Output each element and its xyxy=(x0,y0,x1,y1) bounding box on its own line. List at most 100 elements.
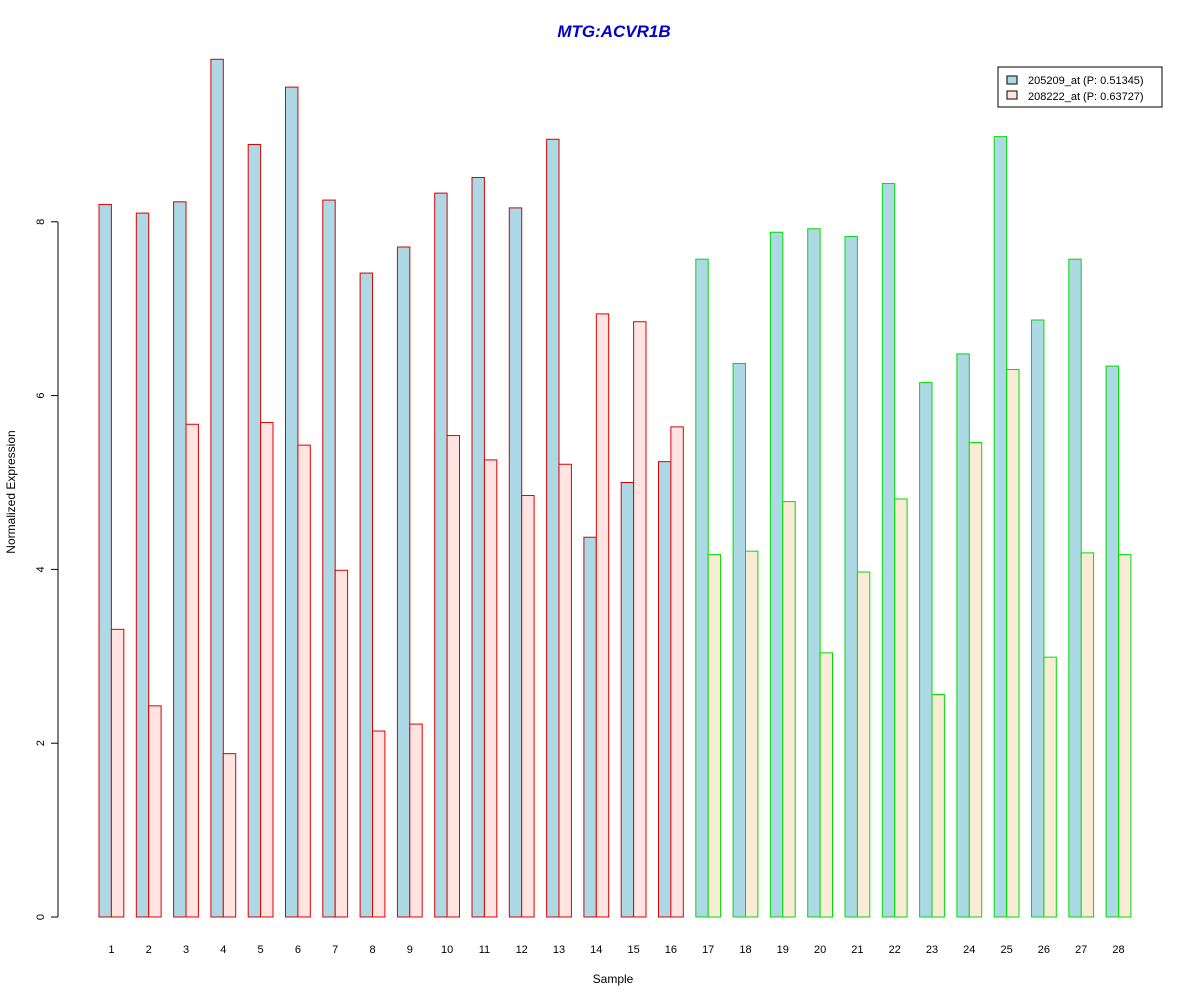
bar-208222-at-sample-10 xyxy=(446,435,461,918)
x-tick-label: 13 xyxy=(553,944,565,956)
bar-205209-at-sample-19 xyxy=(769,231,784,918)
bar-208222-at-sample-9 xyxy=(409,723,423,918)
bar-205209-at-sample-1 xyxy=(98,203,112,918)
x-tick-label: 3 xyxy=(183,944,189,956)
bar-205209-at-sample-13 xyxy=(546,138,560,918)
x-tick-label: 18 xyxy=(739,944,751,956)
bar-205209-at-sample-16 xyxy=(658,461,672,918)
bar-208222-at-sample-16 xyxy=(670,426,684,918)
chart-title: MTG:ACVR1B xyxy=(557,22,670,41)
bar-205209-at-sample-14 xyxy=(583,536,597,918)
bar-208222-at-sample-25 xyxy=(1006,369,1020,918)
bar-208222-at-sample-20 xyxy=(819,652,833,918)
bar-205209-at-sample-17 xyxy=(695,258,709,918)
bar-205209-at-sample-5 xyxy=(247,143,262,918)
bar-205209-at-sample-7 xyxy=(322,199,336,918)
legend: 205209_at (P: 0.51345) 208222_at (P: 0.6… xyxy=(997,66,1163,108)
bar-205209-at-sample-11 xyxy=(471,176,485,918)
bar-205209-at-sample-26 xyxy=(1031,319,1045,918)
y-tick-label: 8 xyxy=(35,219,47,225)
bar-208222-at-sample-22 xyxy=(894,498,908,918)
bar-208222-at-sample-12 xyxy=(521,495,535,918)
legend-swatch-series-2 xyxy=(1006,90,1018,100)
bar-208222-at-sample-5 xyxy=(260,422,274,918)
x-tick-label: 5 xyxy=(258,944,264,956)
x-tick-label: 9 xyxy=(407,944,413,956)
bar-208222-at-sample-27 xyxy=(1080,552,1095,918)
bar-205209-at-sample-27 xyxy=(1068,258,1082,918)
x-tick-label: 20 xyxy=(814,944,826,956)
bar-208222-at-sample-3 xyxy=(185,423,199,918)
x-tick-label: 11 xyxy=(479,944,490,956)
x-tick-label: 19 xyxy=(777,944,789,956)
bar-205209-at-sample-8 xyxy=(359,272,374,918)
legend-label-series-1: 205209_at (P: 0.51345) xyxy=(1028,75,1144,87)
bar-208222-at-sample-14 xyxy=(595,313,610,918)
bar-205209-at-sample-9 xyxy=(396,246,411,918)
x-tick-label: 24 xyxy=(963,944,975,956)
y-tick-label: 4 xyxy=(35,566,47,572)
bar-205209-at-sample-18 xyxy=(732,362,746,918)
bar-208222-at-sample-21 xyxy=(856,571,871,918)
bar-208222-at-sample-23 xyxy=(931,694,945,918)
bar-208222-at-sample-11 xyxy=(483,459,498,918)
x-tick-labels: 1 2 3 4 5 6 7 8 9 10 11 12 13 14 15 16 17 18 19 20 21 22 23 24 2… xyxy=(108,944,1124,956)
x-tick-label: 12 xyxy=(516,944,528,956)
bar-208222-at-sample-19 xyxy=(782,501,796,918)
bar-205209-at-sample-28 xyxy=(1105,365,1119,918)
bars-group xyxy=(98,58,1132,918)
x-tick-label: 26 xyxy=(1038,944,1050,956)
x-tick-label: 21 xyxy=(851,944,863,956)
y-tick-label: 0 xyxy=(35,914,47,920)
y-axis-label: Normalized Expression xyxy=(4,430,18,553)
bar-208222-at-sample-8 xyxy=(372,730,386,918)
bar-205209-at-sample-15 xyxy=(620,482,635,918)
bar-208222-at-sample-6 xyxy=(297,444,311,918)
bar-205209-at-sample-4 xyxy=(210,58,224,918)
bar-205209-at-sample-20 xyxy=(807,228,821,918)
bar-205209-at-sample-25 xyxy=(993,136,1008,918)
bar-205209-at-sample-23 xyxy=(919,382,933,918)
bar-208222-at-sample-17 xyxy=(707,554,722,918)
x-tick-label: 25 xyxy=(1000,944,1012,956)
x-tick-label: 23 xyxy=(926,944,938,956)
bar-208222-at-sample-4 xyxy=(222,753,237,918)
bar-208222-at-sample-2 xyxy=(148,705,162,918)
bar-208222-at-sample-26 xyxy=(1043,656,1057,918)
x-tick-label: 8 xyxy=(369,944,375,956)
x-axis-label: Sample xyxy=(593,972,634,986)
bar-205209-at-sample-21 xyxy=(844,236,858,918)
y-tick-label: 2 xyxy=(35,740,47,746)
bar-205209-at-sample-6 xyxy=(285,86,299,918)
bar-208222-at-sample-13 xyxy=(558,463,572,918)
x-tick-label: 2 xyxy=(146,944,152,956)
bar-205209-at-sample-10 xyxy=(434,192,448,918)
bar-205209-at-sample-2 xyxy=(135,212,150,918)
x-tick-label: 22 xyxy=(889,944,901,956)
bar-208222-at-sample-28 xyxy=(1118,554,1132,918)
bar-205209-at-sample-12 xyxy=(508,207,523,918)
x-tick-label: 27 xyxy=(1075,944,1087,956)
bar-208222-at-sample-18 xyxy=(745,550,759,918)
bar-208222-at-sample-15 xyxy=(633,321,647,918)
x-tick-label: 14 xyxy=(590,944,602,956)
legend-swatch-series-1 xyxy=(1006,75,1018,85)
x-tick-label: 28 xyxy=(1112,944,1124,956)
y-tick-label: 6 xyxy=(35,393,47,399)
x-tick-label: 7 xyxy=(332,944,338,956)
y-axis: 0 2 4 6 8 xyxy=(35,219,59,920)
x-tick-label: 4 xyxy=(220,944,226,956)
bar-208222-at-sample-24 xyxy=(968,442,983,918)
bar-205209-at-sample-3 xyxy=(173,201,187,918)
x-tick-label: 10 xyxy=(441,944,453,956)
bar-208222-at-sample-1 xyxy=(110,628,125,918)
x-tick-label: 17 xyxy=(702,944,714,956)
legend-label-series-2: 208222_at (P: 0.63727) xyxy=(1028,91,1144,103)
legend-box xyxy=(997,66,1163,108)
bar-208222-at-sample-7 xyxy=(334,569,349,918)
x-tick-label: 1 xyxy=(108,944,114,956)
x-tick-label: 6 xyxy=(295,944,301,956)
x-tick-label: 15 xyxy=(627,944,639,956)
x-tick-label: 16 xyxy=(665,944,677,956)
